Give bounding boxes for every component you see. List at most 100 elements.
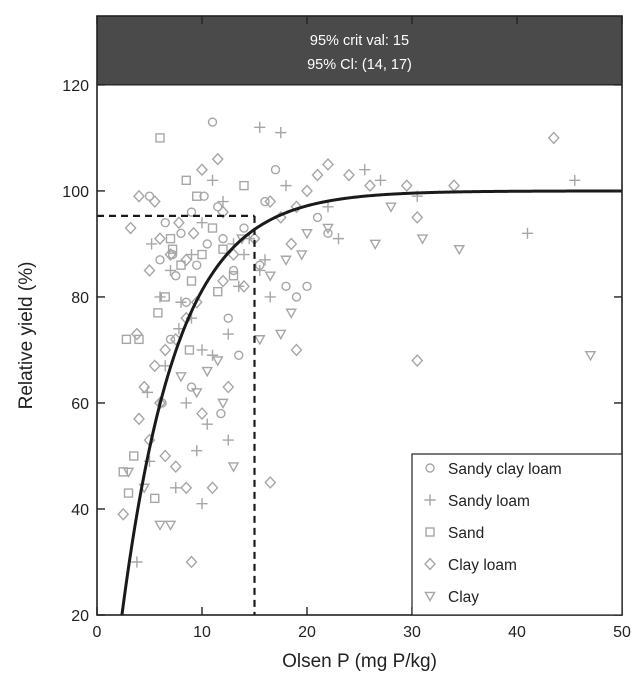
point-sandy-loam-27 [191,445,203,457]
point-sand-16 [213,286,223,297]
point-sandy-clay-loam-18 [155,255,165,265]
point-clay-14 [416,234,429,245]
point-clay-13 [385,202,397,213]
point-sandy-clay-loam-13 [281,281,291,292]
point-clay-20 [175,372,187,383]
point-sandy-clay-loam-3 [176,228,186,239]
point-sandy-loam-30 [196,498,208,510]
y-tick-label-40: 40 [71,502,89,519]
point-sandy-clay-loam-29 [216,408,226,419]
data-points [117,117,597,569]
point-clay-11 [322,223,334,235]
point-sand-21 [184,345,195,355]
point-sand-9 [123,488,134,498]
point-clay-loam-14 [159,343,172,357]
point-sandy-loam-19 [359,164,371,176]
point-sandy-loam-2 [206,174,219,186]
annotation-banner [97,16,622,85]
point-sand-20 [167,244,178,254]
point-clay-loam-23 [185,555,198,569]
point-clay-loam-1 [148,195,161,208]
point-clay-loam-15 [148,359,161,373]
point-clay-0 [122,467,135,478]
point-sandy-loam-14 [222,328,234,340]
point-clay-loam-21 [180,481,193,495]
point-clay-loam-11 [190,295,203,309]
point-clay-loam-31 [322,157,334,171]
y-tick-label-80: 80 [71,290,89,307]
point-clay-loam-7 [211,152,224,166]
point-clay-loam-34 [400,179,413,193]
point-clay-6 [253,335,266,346]
point-sandy-clay-loam-21 [192,260,202,270]
point-sandy-clay-loam-24 [234,350,244,360]
y-tick-label-20: 20 [71,608,89,625]
point-clay-9 [280,255,292,266]
point-clay-loam-26 [264,195,277,208]
point-sandy-clay-loam-10 [239,223,249,233]
point-sandy-clay-loam-14 [291,292,302,302]
point-sandy-loam-8 [238,248,250,261]
point-clay-loam-33 [364,179,376,193]
point-sandy-loam-31 [131,556,143,568]
legend-label-sand: Sand [448,525,484,542]
fitted-curve [120,189,622,616]
point-sandy-loam-20 [374,174,387,186]
point-clay-loam-22 [206,481,219,495]
point-sandy-loam-5 [254,264,266,277]
annotation-confidence-interval: 95% Cl: (14, 17) [307,57,412,73]
point-clay-22 [295,250,308,261]
point-sandy-clay-loam-27 [165,334,176,345]
point-sand-17 [153,308,163,318]
point-sandy-loam-28 [170,482,182,494]
point-sandy-clay-loam-17 [323,228,333,239]
point-clay-3 [164,520,177,531]
point-sandy-clay-loam-8 [218,233,228,244]
point-sandy-loam-10 [175,296,187,308]
point-sandy-clay-loam-23 [223,313,233,323]
legend-marker-clay-loam [424,557,436,571]
legend-marker-clay [424,591,436,603]
point-sand-6 [228,271,239,281]
point-sandy-clay-loam-9 [228,265,239,276]
point-clay-loam-2 [124,221,137,235]
x-tick-label-0: 0 [93,624,102,641]
point-sand-14 [197,249,207,260]
point-clay-loam-5 [180,253,193,267]
point-sand-4 [207,223,218,233]
point-sandy-clay-loam-6 [207,117,218,127]
x-tick-label-50: 50 [613,624,631,641]
point-clay-loam-48 [172,216,185,230]
point-sandy-loam-38 [146,238,158,250]
point-clay-loam-49 [187,226,200,240]
point-sand-10 [150,493,160,504]
plot-area [97,117,622,616]
point-sand-2 [192,191,202,201]
critical-value-lines [97,214,256,615]
point-clay-loam-16 [138,380,151,394]
point-clay-12 [369,239,382,250]
y-tick-label-60: 60 [71,396,89,413]
point-clay-8 [285,308,298,319]
point-clay-loam-47 [143,264,156,277]
point-clay-loam-45 [217,274,229,288]
point-sand-0 [155,133,165,143]
point-sandy-loam-9 [164,264,177,277]
point-sand-18 [134,334,144,345]
point-sandy-loam-6 [264,291,276,303]
point-sandy-loam-37 [196,217,208,229]
point-clay-loam-38 [547,131,560,145]
point-sandy-clay-loam-19 [171,271,181,281]
y-tick-label-100: 100 [62,184,89,201]
point-sandy-loam-4 [259,254,271,266]
point-sandy-loam-1 [275,127,287,139]
point-sandy-loam-13 [206,349,219,361]
y-axis-title: Relative yield (%) [16,262,37,410]
x-tick-label-30: 30 [403,624,421,641]
point-clay-loam-32 [343,168,355,182]
point-sandy-clay-loam-4 [186,207,197,217]
point-clay-loam-35 [411,211,424,224]
point-sand-1 [181,175,191,186]
point-sandy-clay-loam-11 [260,196,270,207]
